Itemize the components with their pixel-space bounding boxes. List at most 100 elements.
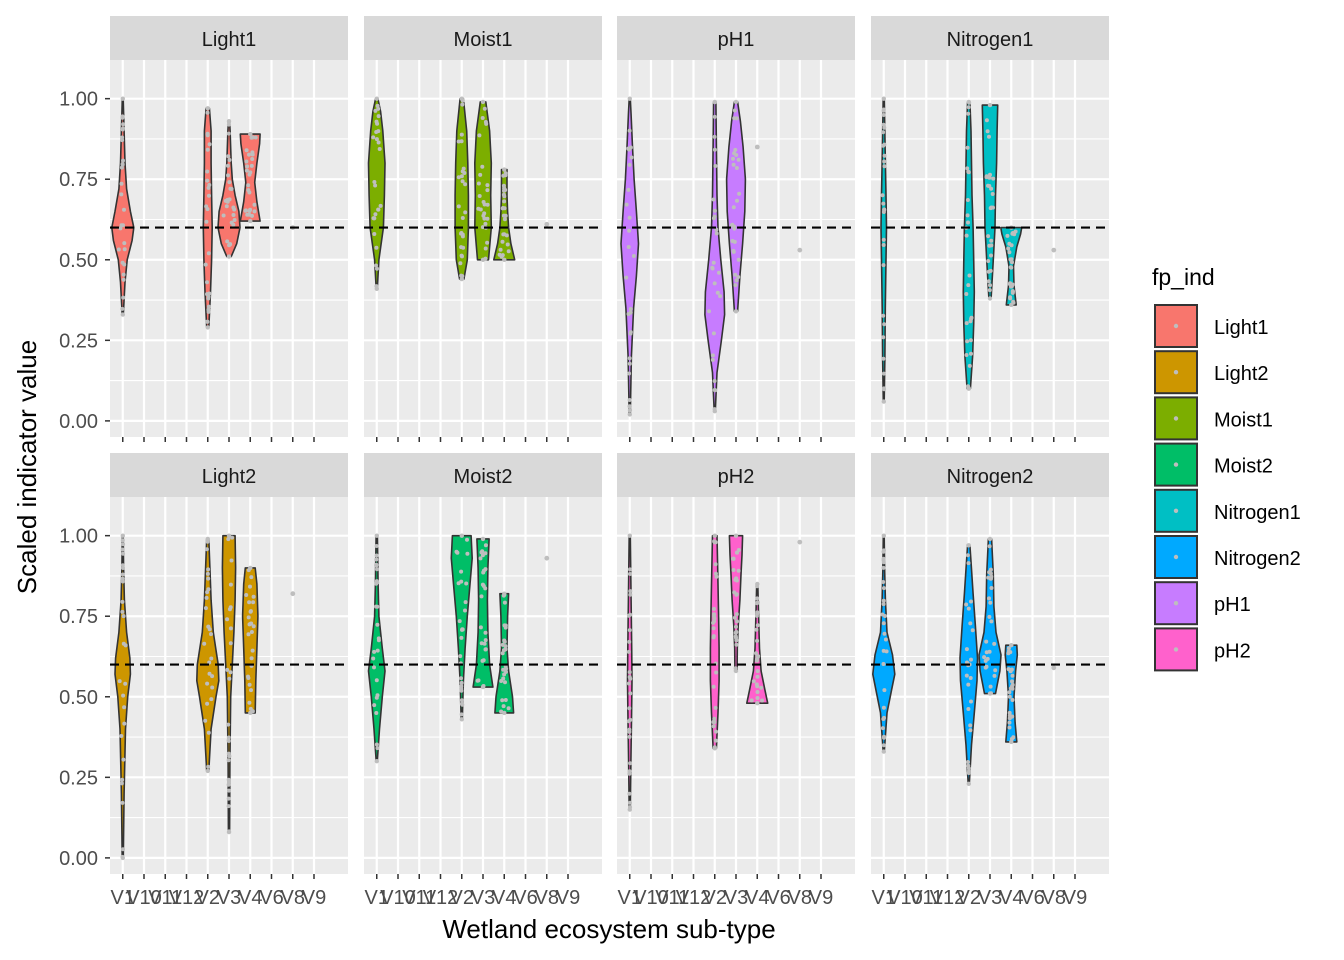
data-point (463, 608, 467, 613)
data-point (120, 306, 125, 311)
data-point (712, 616, 717, 621)
data-point (123, 643, 128, 648)
data-point (209, 656, 214, 661)
data-point (122, 241, 127, 246)
data-point (374, 544, 379, 548)
data-point (207, 291, 212, 296)
data-point (206, 296, 211, 301)
data-point (1009, 243, 1014, 248)
data-point (480, 582, 485, 587)
data-point (502, 600, 507, 605)
data-point (209, 697, 214, 702)
x-tick-label: V2 (196, 887, 220, 909)
x-tick-label: V3 (724, 887, 748, 909)
data-point (712, 379, 717, 383)
x-tick-label: V3 (217, 887, 241, 909)
data-point (500, 651, 505, 656)
data-point (731, 205, 736, 210)
data-point (226, 751, 231, 756)
data-point (628, 691, 633, 696)
data-point (228, 582, 233, 587)
facet-strip-label: Nitrogen1 (947, 29, 1034, 51)
data-point (736, 568, 741, 573)
violin-light2-v3 (221, 534, 237, 833)
data-point (372, 649, 377, 654)
data-point (374, 678, 379, 683)
data-point (732, 615, 737, 620)
data-point (227, 158, 232, 162)
data-point (714, 231, 719, 236)
data-point (205, 132, 210, 137)
data-point (502, 710, 507, 716)
data-point (479, 594, 484, 599)
facet-strip-label: Light1 (202, 29, 257, 51)
data-point (755, 669, 760, 674)
data-point (967, 363, 972, 368)
data-point (882, 688, 887, 693)
data-point (374, 533, 379, 538)
data-point (120, 135, 125, 140)
data-point (116, 247, 121, 252)
data-point (736, 157, 741, 162)
data-point (206, 251, 211, 256)
data-point (227, 780, 231, 784)
data-point (1007, 250, 1012, 255)
data-point (969, 315, 974, 320)
data-point (967, 273, 972, 278)
legend-label: Light1 (1214, 317, 1269, 339)
data-point (225, 163, 230, 168)
data-point (459, 635, 464, 640)
data-point (207, 193, 211, 198)
data-point (755, 684, 760, 689)
x-tick-label: V9 (809, 887, 833, 909)
data-point (460, 627, 465, 632)
data-point (504, 233, 509, 238)
data-point (456, 204, 461, 209)
data-point (122, 247, 127, 252)
data-point (968, 338, 973, 343)
x-tick-label: V10 (633, 887, 669, 909)
data-point (458, 654, 463, 659)
data-point (988, 684, 993, 689)
data-point (1051, 247, 1057, 253)
data-point (628, 717, 633, 722)
data-point (459, 680, 464, 685)
y-tick-label: 0.75 (59, 169, 98, 191)
data-point (713, 540, 718, 545)
data-point (968, 728, 973, 733)
x-tick-label: V2 (450, 887, 474, 909)
data-point (206, 309, 211, 314)
data-point (707, 309, 711, 314)
facet-panels: Light1 Moist1 pH1 Nitrogen1 Light2 Moist2 pH2 N… (110, 16, 1109, 874)
data-point (120, 855, 126, 861)
data-point (483, 246, 488, 251)
data-point (718, 294, 723, 299)
data-point (461, 245, 466, 250)
data-point (118, 226, 123, 231)
data-point (965, 339, 970, 344)
data-point (733, 147, 738, 152)
data-point (1010, 260, 1014, 265)
data-point (502, 257, 507, 262)
data-point (121, 551, 126, 556)
data-point (1007, 716, 1012, 721)
data-point (710, 353, 715, 358)
data-point (226, 119, 232, 124)
data-point (626, 613, 631, 618)
x-tick-label: V2 (703, 887, 727, 909)
data-point (501, 676, 506, 681)
data-point (881, 130, 886, 135)
data-point (993, 668, 998, 673)
data-point (736, 275, 741, 279)
data-point (476, 181, 481, 186)
data-point (502, 167, 507, 172)
data-point (226, 131, 231, 136)
data-point (502, 199, 507, 204)
legend-label: Light2 (1214, 363, 1269, 385)
panel-light2: Light2 (110, 453, 348, 874)
facet-strip-label: Moist2 (454, 466, 513, 488)
data-point (205, 681, 210, 686)
data-point (251, 624, 256, 629)
data-point (1010, 698, 1015, 702)
